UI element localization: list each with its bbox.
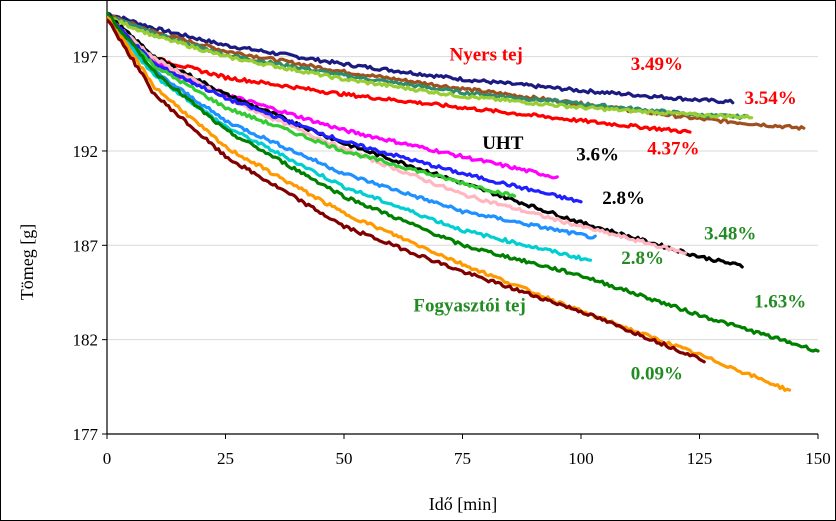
series-line xyxy=(107,14,583,204)
x-tick-label: 50 xyxy=(336,449,353,468)
annotation-label: Fogyasztói tej xyxy=(413,295,525,316)
annotation-label: UHT xyxy=(482,133,524,154)
y-tick-label: 187 xyxy=(73,236,99,255)
annotation-label: 1.63% xyxy=(754,292,806,313)
series-line xyxy=(107,16,754,120)
y-tick-label: 192 xyxy=(73,142,99,161)
x-tick-label: 25 xyxy=(217,449,234,468)
series-line xyxy=(107,18,706,364)
series-line xyxy=(107,11,820,353)
x-tick-label: 0 xyxy=(103,449,112,468)
x-tick-label: 75 xyxy=(454,449,471,468)
x-axis-label: Idő [min] xyxy=(429,494,497,514)
x-tick-label: 100 xyxy=(568,449,594,468)
y-tick-label: 182 xyxy=(73,331,99,350)
annotation-label: 4.37% xyxy=(647,139,699,160)
annotation-label: Nyers tej xyxy=(450,44,523,65)
annotation-label: 2.8% xyxy=(621,248,664,269)
annotation-label: 3.49% xyxy=(631,54,683,75)
x-tick-label: 125 xyxy=(687,449,713,468)
annotation-label: 2.8% xyxy=(602,188,645,209)
y-tick-label: 177 xyxy=(73,425,99,444)
series-line xyxy=(107,15,792,392)
x-tick-labels: 0 25 50 75 100 125 150 xyxy=(103,449,831,468)
annotation-label: 0.09% xyxy=(631,363,683,384)
y-axis-label: Tömeg [g] xyxy=(17,224,37,300)
annotation-label: 3.54% xyxy=(744,88,796,109)
series-layer xyxy=(107,11,820,392)
series-line xyxy=(107,15,593,262)
y-tick-labels: 177 182 187 192 197 xyxy=(73,48,99,444)
x-tick-label: 150 xyxy=(805,449,831,468)
series-line xyxy=(107,14,692,134)
annotation-layer: Nyers tej 3.49% 3.54% UHT 4.37% 3.6% 2.8% 3.48%… xyxy=(413,44,806,384)
series-line xyxy=(107,16,517,198)
axes xyxy=(102,0,819,439)
annotation-label: 3.6% xyxy=(576,144,619,165)
y-tick-label: 197 xyxy=(73,48,99,67)
annotation-label: 3.48% xyxy=(704,224,756,245)
series-line xyxy=(107,18,597,240)
series-line xyxy=(107,11,735,105)
